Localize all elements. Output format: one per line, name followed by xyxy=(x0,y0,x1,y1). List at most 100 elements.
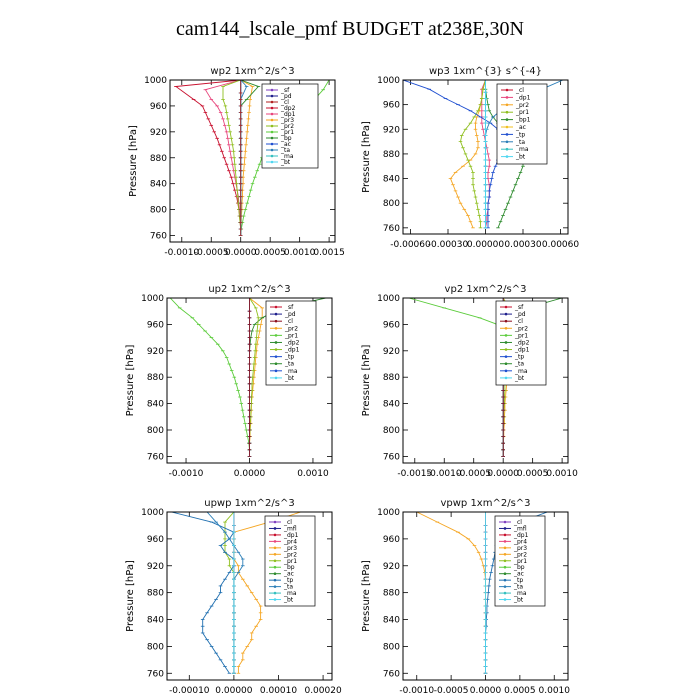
legend-label: _bp1 xyxy=(515,117,531,124)
legend-marker xyxy=(504,376,508,380)
legend-label: _pr1 xyxy=(515,109,529,116)
legend-label: _bt xyxy=(513,597,524,604)
y-tick-label: 880 xyxy=(383,589,400,599)
y-axis-label: Pressure [hPa] xyxy=(125,560,136,632)
series-line-pr1 xyxy=(169,298,250,457)
legend-label: _pr2 xyxy=(515,102,529,109)
legend-label: _dp2 xyxy=(284,339,300,346)
plot-frame xyxy=(166,297,333,464)
legend-marker xyxy=(503,546,507,550)
legend-marker xyxy=(273,553,277,556)
legend-label: _pd xyxy=(514,311,526,318)
chart-panel-3: up2 1xm^2/s^3 Pressure [hPa] 760 800 840 880 9… xyxy=(125,284,333,479)
legend-label: _pr1 xyxy=(514,332,528,339)
legend-marker xyxy=(273,591,277,595)
legend-label: _pr3 xyxy=(513,545,527,552)
y-axis-label: Pressure [hPa] xyxy=(361,121,372,193)
x-tick-label: -0.0010 xyxy=(169,469,204,479)
legend-marker xyxy=(505,133,509,136)
legend-marker xyxy=(270,100,274,104)
x-tick-label: 0.00000 xyxy=(215,686,252,696)
legend-label: _pr4 xyxy=(283,538,297,545)
y-tick-label: 800 xyxy=(147,426,164,436)
legend-label: _ta xyxy=(284,361,294,368)
legend-marker xyxy=(274,355,278,358)
legend-marker xyxy=(274,305,278,309)
series-line-pr2 xyxy=(416,512,486,674)
series-line-dp1 xyxy=(249,298,259,457)
series-group xyxy=(174,80,331,236)
y-tick-label: 840 xyxy=(383,400,400,410)
legend-marker xyxy=(504,312,508,316)
legend: _sf_pd_cl_pr2_pr1_dp2_dp1_tp_ta_ma_bt xyxy=(495,300,547,386)
page-title: cam144_lscale_pmf BUDGET at238E,30N xyxy=(176,18,524,40)
legend-marker xyxy=(504,355,508,358)
legend-marker xyxy=(505,96,509,99)
y-tick-label: 880 xyxy=(147,373,164,383)
chart-panel-2: wp3 1xm^{3} s^{-4} Pressure [hPa] 760 800 84… xyxy=(361,66,579,250)
y-tick-label: 960 xyxy=(383,101,400,111)
legend-label: _dp2 xyxy=(280,105,296,112)
series-line-pr2 xyxy=(449,80,486,228)
legend-marker xyxy=(505,140,509,144)
legend-label: _dp1 xyxy=(515,94,531,101)
x-tick-label: 0.0010 xyxy=(284,248,316,258)
legend-marker xyxy=(274,376,278,380)
legend-marker xyxy=(504,341,508,344)
y-tick-label: 920 xyxy=(147,347,164,357)
legend-label: _bt xyxy=(514,375,525,382)
series-line-pr3 xyxy=(240,80,254,236)
plot-frame xyxy=(169,79,336,243)
legend-label: _sf xyxy=(514,304,524,311)
legend-label: _cl xyxy=(284,318,293,325)
legend-label: _pr1 xyxy=(280,129,294,136)
chart-panel-1: wp2 1xm^2/s^3 Pressure [hPa] 760 800 840 880 9… xyxy=(128,66,345,258)
chart-panel-4: vp2 1xm^2/s^3 Pressure [hPa] 760 800 840 880 9… xyxy=(361,284,578,479)
series-line-pr2 xyxy=(222,80,242,236)
legend-label: _bt xyxy=(280,159,291,166)
legend-marker xyxy=(273,546,277,550)
legend-label: _ac xyxy=(513,571,524,578)
legend-label: _cl xyxy=(515,87,524,94)
series-group xyxy=(168,298,328,457)
x-tick-label: 0.0010 xyxy=(297,469,329,479)
x-tick-label: -0.0015 xyxy=(397,469,432,479)
series-group xyxy=(414,512,550,674)
y-tick-label: 1000 xyxy=(144,76,167,86)
x-tick-label: -0.0010 xyxy=(399,686,434,696)
series-line-dp1 xyxy=(204,80,242,236)
y-tick-label: 800 xyxy=(383,642,400,652)
legend-label: _ta xyxy=(280,147,290,154)
x-tick-label: 0.0000 xyxy=(225,248,257,258)
y-tick-label: 920 xyxy=(383,125,400,135)
legend-label: _ma xyxy=(513,590,527,597)
legend-marker xyxy=(503,540,507,543)
legend-label: _bt xyxy=(284,375,295,382)
y-tick-label: 760 xyxy=(383,669,400,679)
x-tick-label: 0.0000 xyxy=(487,469,519,479)
y-tick-label: 760 xyxy=(147,669,164,679)
legend-marker xyxy=(273,572,277,575)
legend-label: _ta xyxy=(513,584,523,591)
legend-label: _bp xyxy=(513,564,525,571)
legend-marker xyxy=(273,598,277,601)
legend-marker xyxy=(503,527,507,530)
legend-label: _pd xyxy=(280,93,292,100)
y-tick-label: 960 xyxy=(150,102,167,112)
legend-marker xyxy=(270,112,274,116)
series-line-tp xyxy=(403,80,509,228)
x-tick-label: -0.0010 xyxy=(164,248,199,258)
legend-label: _pr2 xyxy=(284,325,298,332)
y-tick-label: 920 xyxy=(383,562,400,572)
x-tick-label: 0.00000 xyxy=(467,240,504,250)
legend-marker xyxy=(270,148,274,152)
y-axis-label: Pressure [hPa] xyxy=(128,125,139,197)
y-tick-label: 800 xyxy=(383,199,400,209)
legend-label: _ma xyxy=(283,590,297,597)
y-tick-label: 920 xyxy=(150,128,167,138)
legend: _cl_dp1_pr2_pr1_bp1_ac_tp_ta_ma_bt xyxy=(496,83,548,165)
legend-label: _sf xyxy=(284,304,294,311)
y-tick-label: 840 xyxy=(147,400,164,410)
chart-title: upwp 1xm^2/s^3 xyxy=(204,498,294,509)
